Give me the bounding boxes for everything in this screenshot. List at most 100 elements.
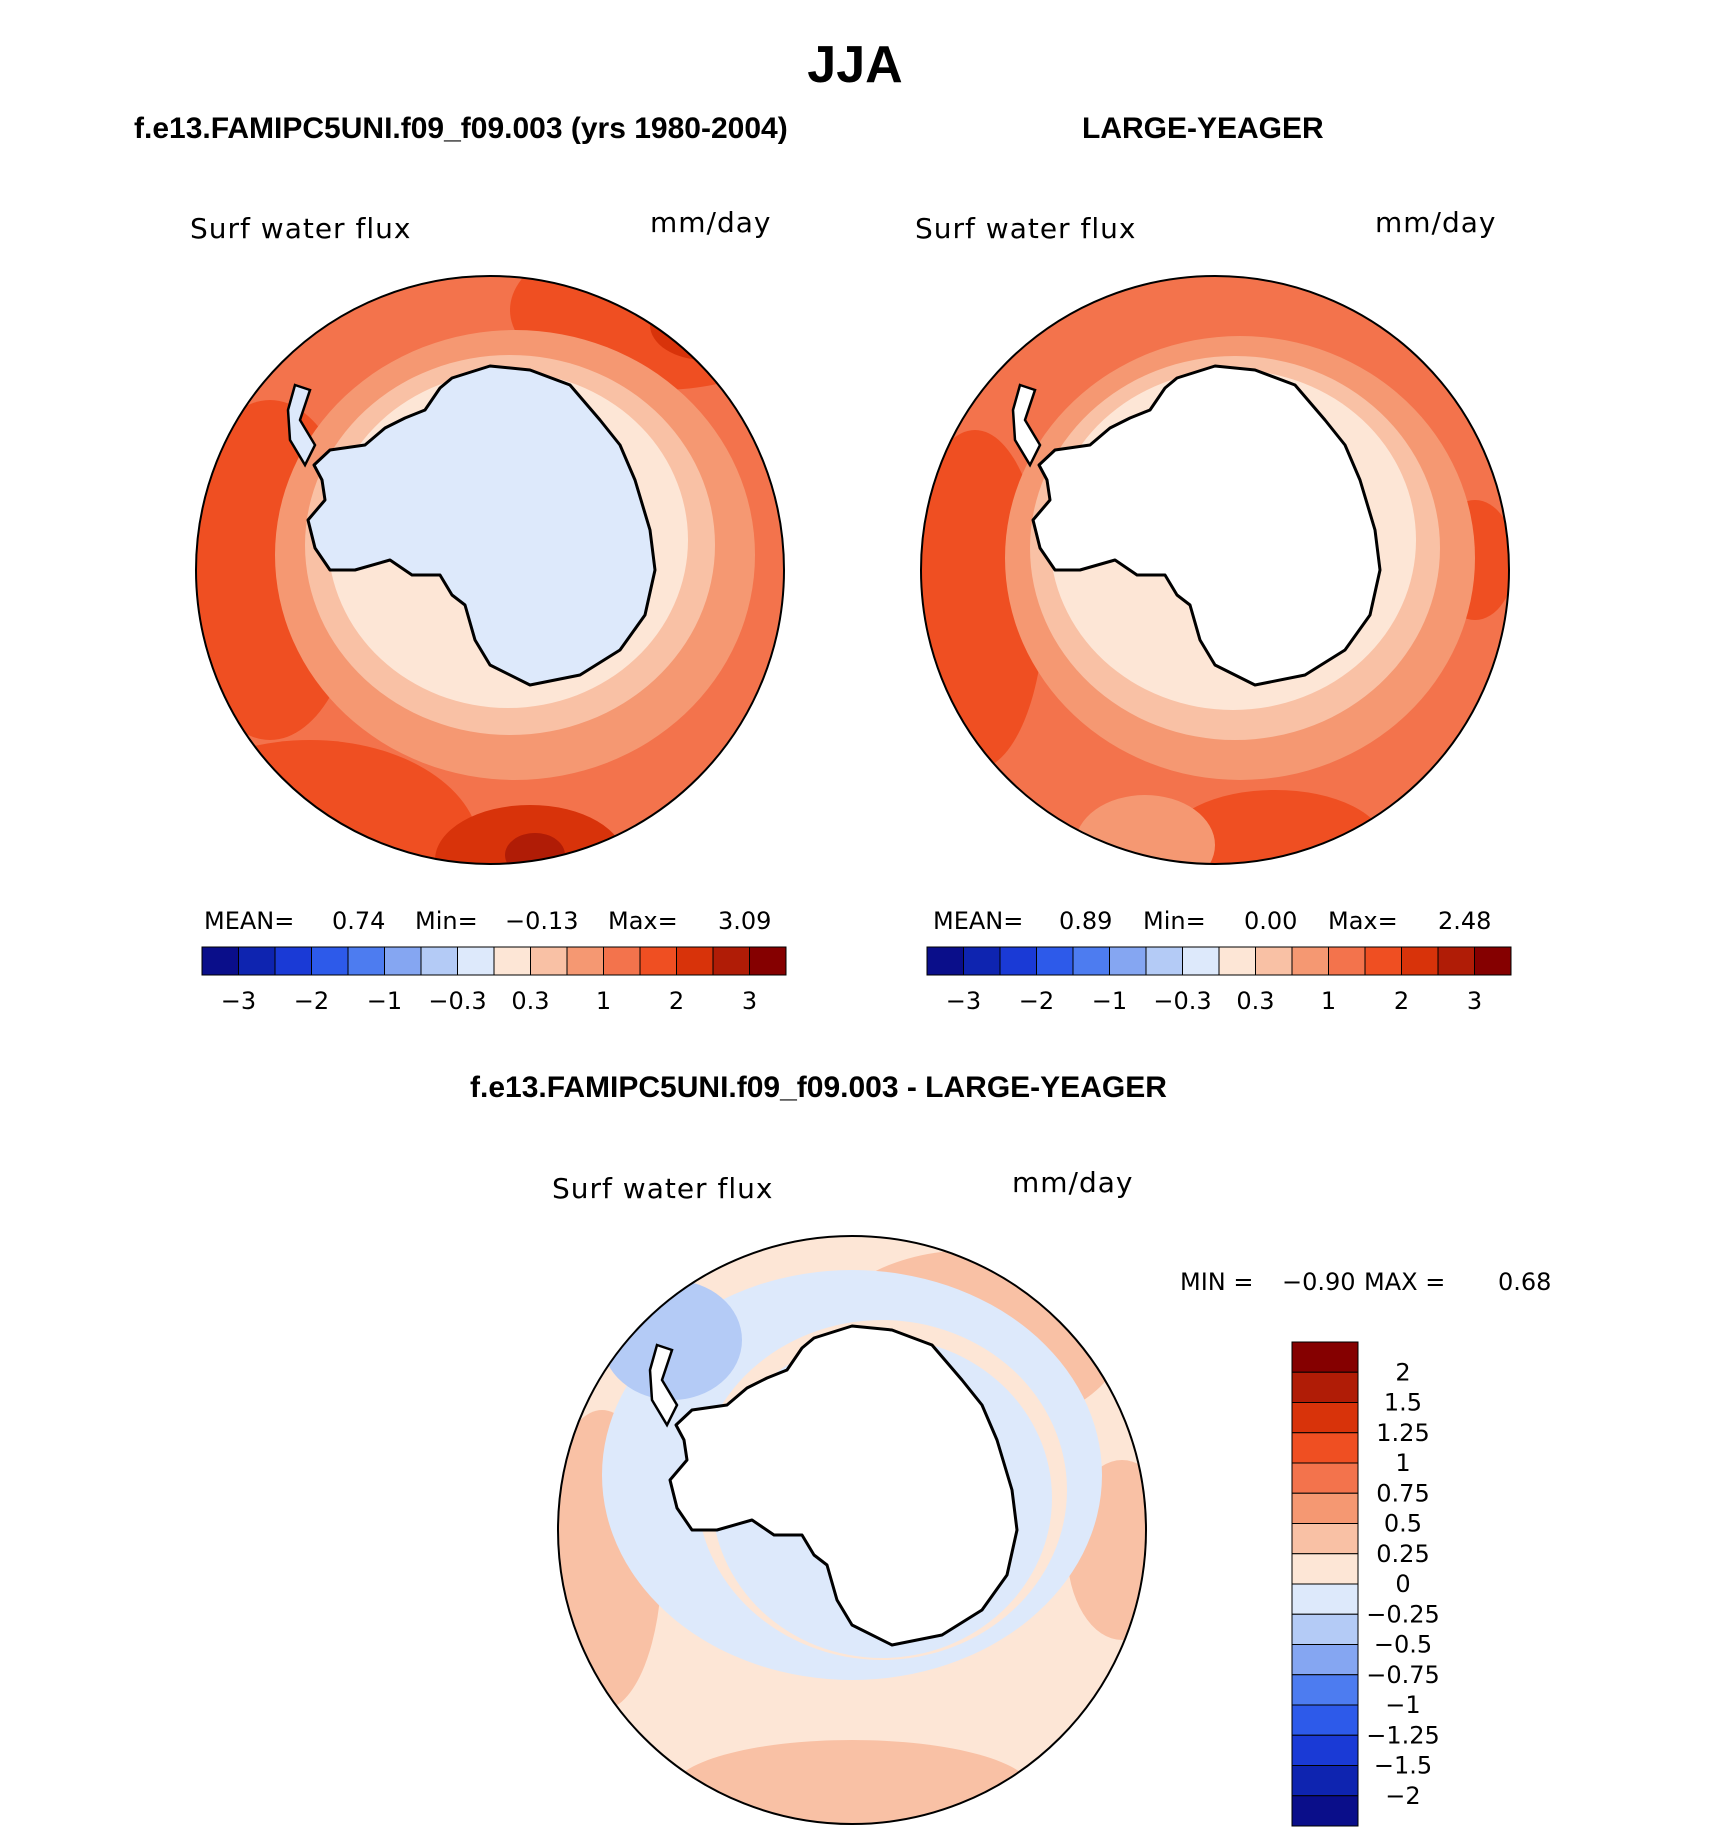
panel1-colorbar-swatch	[274, 946, 312, 976]
panel1-colorbar-swatch	[238, 946, 276, 976]
panel2-units-label: mm/day	[1375, 206, 1497, 239]
diff-colorbar: 21.51.2510.750.50.250−0.25−0.5−0.75−1−1.…	[1291, 1341, 1440, 1827]
diff-variable-label: Surf water flux	[552, 1172, 774, 1205]
panel2-antarctic-peninsula	[1011, 383, 1042, 468]
panel1-colorbar-swatch	[712, 946, 750, 976]
diff-colorbar-swatch	[1291, 1674, 1359, 1706]
panel2-colorbar-tick-label: −3	[946, 987, 981, 1015]
panel1-map-border	[195, 275, 785, 865]
panel2-min-label: Min=	[1143, 907, 1206, 935]
diff-colorbar-swatch	[1291, 1704, 1359, 1736]
panel2-colorbar-swatch	[926, 946, 964, 976]
panel2-colorbar-tick-label: 3	[1467, 987, 1482, 1015]
panel1-colorbar-swatch	[347, 946, 385, 976]
panel1-colorbar-swatch	[530, 946, 568, 976]
panel2-colorbar-swatch	[1145, 946, 1183, 976]
panel1-colorbar-tick-label: −3	[221, 987, 256, 1015]
panel1-case-title: f.e13.FAMIPC5UNI.f09_f09.003 (yrs 1980-2…	[134, 112, 788, 145]
diff-antarctic-peninsula	[648, 1343, 679, 1428]
panel2-colorbar-swatch	[1218, 946, 1256, 976]
panel2-moderate-flux-patch-s	[1075, 795, 1215, 864]
panel1-colorbar-swatch	[384, 946, 422, 976]
diff-colorbar-tick-label: −0.25	[1366, 1600, 1440, 1628]
panel2-strong-flux-patch-s	[1165, 790, 1385, 864]
panel2-colorbar-swatch	[1437, 946, 1475, 976]
diff-colorbar-swatch	[1291, 1553, 1359, 1585]
panel1-colorbar-tick-label: −2	[294, 987, 329, 1015]
panel2-map-border	[920, 275, 1510, 865]
panel2-colorbar-tick-label: −2	[1019, 987, 1054, 1015]
diff-colorbar-swatch	[1291, 1765, 1359, 1797]
panel1-mean-label: MEAN=	[204, 907, 295, 935]
panel1-colorbar-swatch	[676, 946, 714, 976]
diff-colorbar-tick-label: −1.25	[1366, 1721, 1440, 1749]
panel1-colorbar-swatch	[566, 946, 604, 976]
diff-colorbar-swatch	[1291, 1492, 1359, 1524]
panel1-peak-flux-patch	[505, 833, 565, 864]
panel2-min-value: 0.00	[1244, 907, 1298, 935]
diff-colorbar-tick-label: −1.5	[1374, 1752, 1432, 1780]
panel2-colorbar-swatch	[1474, 946, 1512, 976]
panel1-mean-value: 0.74	[332, 907, 386, 935]
diff-colorbar-swatch	[1291, 1795, 1359, 1827]
panel2-colorbar-swatch	[1072, 946, 1110, 976]
diff-colorbar-swatch	[1291, 1371, 1359, 1403]
panel1-colorbar-swatch	[311, 946, 349, 976]
panel2-colorbar-swatch	[999, 946, 1037, 976]
panel1-colorbar-tick-label: −0.3	[428, 987, 486, 1015]
diff-colorbar-swatch	[1291, 1462, 1359, 1494]
panel2-antarctica-continent	[1031, 364, 1382, 687]
diff-colorbar-tick-label: −0.5	[1374, 1631, 1432, 1659]
panel2-colorbar-swatch	[1036, 946, 1074, 976]
panel2-case-title: LARGE-YEAGER	[1082, 112, 1324, 145]
panel1-min-value: −0.13	[505, 907, 579, 935]
diff-colorbar-swatch	[1291, 1432, 1359, 1464]
panel1-min-label: Min=	[415, 907, 478, 935]
diff-colorbar-tick-label: 0.25	[1376, 1540, 1429, 1568]
panel1-max-label: Max=	[608, 907, 678, 935]
panel2-colorbar: −3 −2 −1 −0.3 0.3 1 2 3	[926, 946, 1512, 1015]
diff-colorbar-swatch	[1291, 1734, 1359, 1766]
panel1-colorbar-swatch	[457, 946, 495, 976]
diff-colorbar-tick-label: 0.75	[1376, 1479, 1429, 1507]
diff-colorbar-tick-label: −1	[1385, 1691, 1420, 1719]
diff-max-label: MAX =	[1364, 1268, 1446, 1296]
panel2-max-value: 2.48	[1438, 907, 1492, 935]
panel1-max-value: 3.09	[718, 907, 772, 935]
diff-polar-map	[557, 1235, 1147, 1825]
panel2-colorbar-swatch	[1109, 946, 1147, 976]
panel1-colorbar-swatch	[639, 946, 677, 976]
diff-map-border	[557, 1235, 1147, 1825]
panel2-colorbar-swatch	[1328, 946, 1366, 976]
panel2-max-label: Max=	[1328, 907, 1398, 935]
diff-colorbar-swatch	[1291, 1613, 1359, 1645]
diff-colorbar-tick-label: 2	[1395, 1358, 1410, 1386]
panel1-colorbar-tick-label: −1	[367, 987, 402, 1015]
panel2-colorbar-tick-label: 2	[1394, 987, 1409, 1015]
panel1-colorbar-tick-label: 1	[596, 987, 611, 1015]
panel2-colorbar-swatch	[1291, 946, 1329, 976]
diff-antarctica-continent	[668, 1324, 1019, 1647]
panel1-max-flux-patch-ne	[650, 290, 760, 360]
diff-colorbar-swatch	[1291, 1644, 1359, 1676]
panel1-polar-map	[195, 275, 785, 865]
diff-colorbar-tick-label: 1.5	[1384, 1389, 1422, 1417]
panel1-variable-label: Surf water flux	[190, 212, 412, 245]
diff-colorbar-tick-label: 0.5	[1384, 1510, 1422, 1538]
panel1-units-label: mm/day	[650, 206, 772, 239]
panel2-mean-value: 0.89	[1059, 907, 1113, 935]
diff-case-title: f.e13.FAMIPC5UNI.f09_f09.003 - LARGE-YEA…	[470, 1071, 1167, 1104]
diff-colorbar-swatch	[1291, 1341, 1359, 1373]
diff-colorbar-tick-label: −0.75	[1366, 1661, 1440, 1689]
panel1-antarctica-continent	[306, 364, 657, 687]
panel2-mean-label: MEAN=	[933, 907, 1024, 935]
figure-title: JJA	[807, 36, 903, 94]
diff-min-label: MIN =	[1180, 1268, 1254, 1296]
diff-colorbar-swatch	[1291, 1523, 1359, 1555]
panel2-colorbar-tick-label: −1	[1092, 987, 1127, 1015]
panel2-colorbar-tick-label: 1	[1321, 987, 1336, 1015]
diff-colorbar-tick-label: 1.25	[1376, 1419, 1429, 1447]
panel1-colorbar-swatch	[603, 946, 641, 976]
panel2-colorbar-tick-label: −0.3	[1153, 987, 1211, 1015]
panel2-colorbar-swatch	[1182, 946, 1220, 976]
